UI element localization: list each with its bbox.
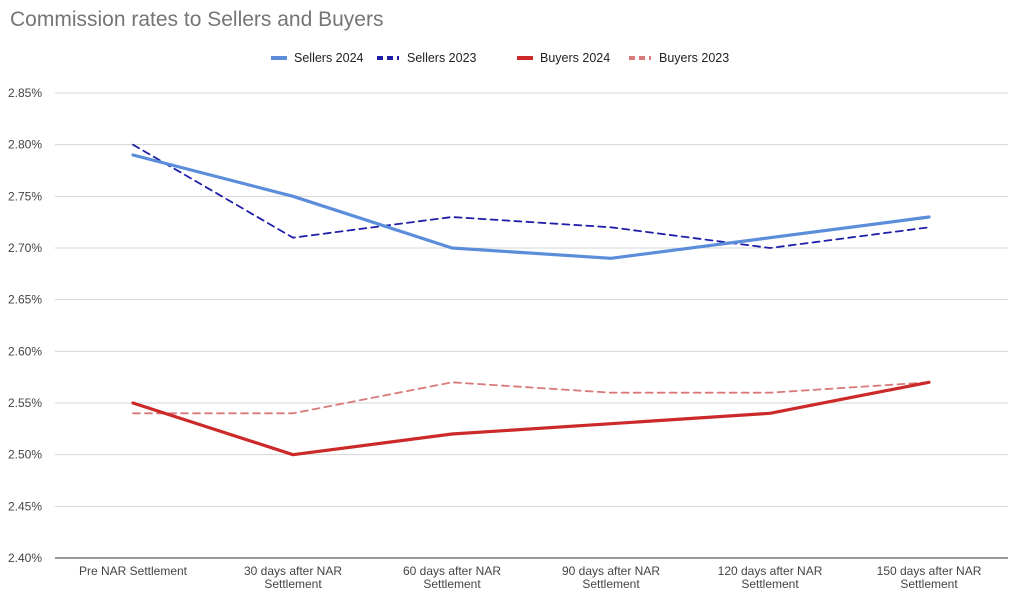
y-tick-label: 2.80% (8, 138, 42, 152)
y-tick-label: 2.55% (8, 396, 42, 410)
x-tick-label: 30 days after NAR (244, 564, 342, 578)
x-tick-label: Settlement (264, 577, 322, 591)
x-tick-label: 90 days after NAR (562, 564, 660, 578)
y-tick-label: 2.40% (8, 551, 42, 565)
legend: Sellers 2024 Sellers 2023 Buyers 2024 Buyer… (271, 51, 729, 65)
legend-label: Buyers 2024 (540, 51, 610, 65)
y-tick-label: 2.50% (8, 448, 42, 462)
x-tick-label: 150 days after NAR (877, 564, 982, 578)
x-tick-label: Settlement (582, 577, 640, 591)
x-tick-label: Settlement (423, 577, 481, 591)
y-tick-label: 2.85% (8, 86, 42, 100)
series-line-sellers-2023 (132, 143, 930, 249)
gridlines (55, 92, 1008, 559)
series-line-buyers-2024 (131, 380, 931, 457)
x-tick-label: 60 days after NAR (403, 564, 501, 578)
series-line-sellers-2024 (131, 153, 931, 260)
x-tick-label: Settlement (741, 577, 799, 591)
series-lines (131, 143, 931, 457)
chart-title: Commission rates to Sellers and Buyers (10, 8, 383, 31)
y-axis-ticks: 2.40% 2.45% 2.50% 2.55% 2.60% 2.65% 2.70% 2.75%… (8, 86, 42, 565)
y-tick-label: 2.60% (8, 344, 42, 358)
x-tick-label: Pre NAR Settlement (79, 564, 188, 578)
y-tick-label: 2.75% (8, 189, 42, 203)
x-axis-ticks: Pre NAR Settlement 30 days after NARSettl… (79, 564, 982, 591)
y-tick-label: 2.65% (8, 293, 42, 307)
x-tick-label: 120 days after NAR (718, 564, 823, 578)
series-line-buyers-2023 (132, 381, 930, 415)
legend-label: Sellers 2023 (407, 51, 477, 65)
x-tick-label: Settlement (900, 577, 958, 591)
legend-label: Buyers 2023 (659, 51, 729, 65)
y-tick-label: 2.70% (8, 241, 42, 255)
y-tick-label: 2.45% (8, 499, 42, 513)
legend-label: Sellers 2024 (294, 51, 364, 65)
